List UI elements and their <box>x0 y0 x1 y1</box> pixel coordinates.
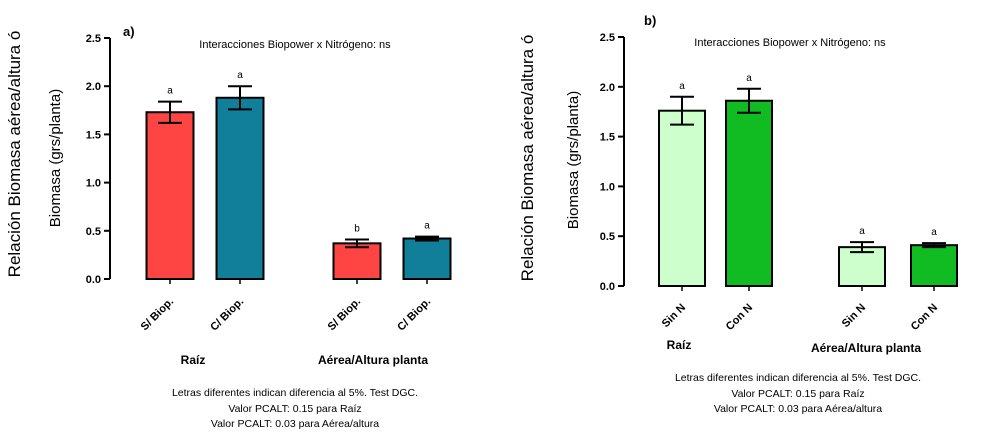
bar <box>725 99 773 287</box>
y-axis-label-outer: Relación Biomasa aérea/altura ó <box>5 31 24 278</box>
chart-panel-2: 0.0 0.5 1.0 1.5 2.0 2.5 Relación Biomasa aérea… <box>518 13 958 415</box>
footnote: Valor PCALT: 0.03 para Aérea/altura <box>211 418 379 430</box>
significance-letter: a <box>931 227 937 238</box>
significance-letter: a <box>859 226 865 237</box>
x-tick-label: S/ Biop. <box>326 296 363 333</box>
bar <box>145 111 195 280</box>
group-label: Raíz <box>667 338 692 352</box>
footnote: Letras diferentes indican diferencia al … <box>675 372 921 384</box>
interaction-text: Interacciones Biopower x Nitrógeno: ns <box>694 37 886 49</box>
bar <box>910 244 958 287</box>
y-tick-label: 1.5 <box>86 129 101 141</box>
chart-panel-1: 0.0 0.5 1.0 1.5 2.0 2.5 Relación Biomasa aérea… <box>5 24 452 430</box>
interaction-text: Interacciones Biopower x Nitrógeno: ns <box>199 39 391 51</box>
y-tick-label: 0.5 <box>86 226 101 238</box>
group-label: Raíz <box>181 353 206 367</box>
y-axis-label-inner: Biomasa (grs/planta) <box>565 91 582 229</box>
x-tick-label: Sin N <box>660 302 688 330</box>
significance-letter: a <box>237 70 243 81</box>
significance-letter: b <box>354 223 360 234</box>
significance-letter: a <box>167 86 173 97</box>
y-tick-label: 2.0 <box>86 81 101 93</box>
significance-letter: a <box>679 81 685 92</box>
footnote: Valor PCALT: 0.15 para Raíz <box>731 388 864 400</box>
y-tick-label: 2.5 <box>86 33 101 45</box>
bar <box>402 237 452 280</box>
bar <box>332 242 382 280</box>
significance-letter: a <box>746 73 752 84</box>
x-tick-label: Con N <box>909 302 940 333</box>
y-axis-label-outer: Relación Biomasa aérea/altura ó <box>518 35 537 282</box>
x-tick-label: C/ Biop. <box>395 296 433 334</box>
y-tick-label: 0.0 <box>600 281 615 293</box>
y-tick-label: 0.5 <box>600 231 615 243</box>
x-tick-label: Sin N <box>840 302 868 330</box>
group-label: Aérea/Altura planta <box>811 341 921 355</box>
x-tick-label: S/ Biop. <box>139 296 176 333</box>
x-tick-label: C/ Biop. <box>208 296 246 334</box>
significance-letter: a <box>424 221 430 232</box>
y-tick-label: 0.0 <box>86 274 101 286</box>
y-tick-label: 1.0 <box>600 181 615 193</box>
y-tick-label: 2.0 <box>600 82 615 94</box>
y-tick-label: 2.5 <box>600 32 615 44</box>
panel-label: a) <box>123 24 135 39</box>
bar <box>838 246 886 288</box>
footnote: Valor PCALT: 0.15 para Raíz <box>228 403 361 415</box>
footnote: Letras diferentes indican diferencia al … <box>172 387 418 399</box>
y-axis-label-inner: Biomasa (grs/planta) <box>47 89 64 227</box>
bar <box>215 96 265 280</box>
y-tick-label: 1.0 <box>86 178 101 190</box>
x-tick-label: Con N <box>724 302 755 333</box>
group-label: Aérea/Altura planta <box>318 353 428 367</box>
y-tick-label: 1.5 <box>600 132 615 144</box>
footnote: Valor PCALT: 0.03 para Aérea/altura <box>714 403 882 415</box>
panel-label: b) <box>644 13 656 28</box>
bar <box>658 109 706 288</box>
